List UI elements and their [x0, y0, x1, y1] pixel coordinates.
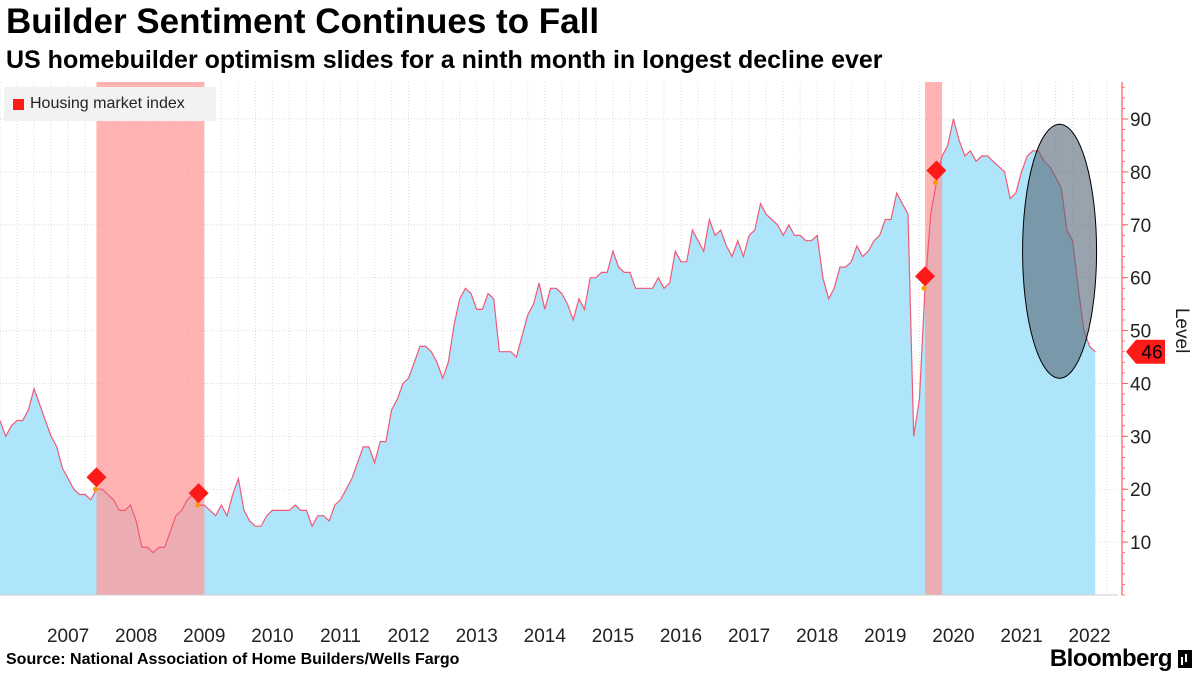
source-note: Source: National Association of Home Bui…	[6, 651, 460, 668]
recession-marker-icon	[915, 266, 936, 287]
series-line-housing-market-index	[0, 118, 1096, 554]
legend-swatch	[13, 98, 24, 110]
x-tick-label: 2022	[1068, 626, 1110, 647]
y-tick-label: 10	[1130, 533, 1151, 554]
y-tick-label: 70	[1130, 216, 1151, 237]
x-tick-label: 2021	[1000, 626, 1042, 647]
highlight-ellipse	[1022, 123, 1098, 379]
y-tick-label: 60	[1130, 269, 1151, 290]
x-tick-label: 2015	[592, 626, 634, 647]
recession-marker-icon	[926, 160, 947, 181]
chart-subtitle: US homebuilder optimism slides for a nin…	[6, 46, 883, 74]
legend-label: Housing market index	[30, 95, 185, 112]
recession-marker-point	[932, 179, 938, 185]
last-value-badge	[1126, 339, 1165, 364]
recession-marker-point	[195, 502, 201, 508]
y-tick-label: 30	[1130, 427, 1151, 448]
x-tick-label: 2019	[864, 626, 906, 647]
x-tick-label: 2014	[524, 626, 567, 647]
brand-name: Bloomberg	[1049, 645, 1173, 672]
x-tick-label: 2013	[456, 626, 498, 647]
x-tick-label: 2010	[251, 626, 293, 647]
last-value-label: 46	[1141, 343, 1162, 364]
x-tick-label: 2007	[47, 626, 89, 647]
x-tick-label: 2020	[932, 626, 974, 647]
recession-marker-icon	[188, 483, 209, 504]
x-tick-label: 2012	[387, 626, 429, 647]
x-tick-label: 2017	[728, 626, 770, 647]
x-tick-label: 2011	[320, 626, 361, 647]
bloomberg-terminal-icon	[1178, 650, 1192, 668]
x-tick-label: 2018	[796, 626, 838, 647]
x-tick-label: 2009	[183, 626, 225, 647]
series-area-housing-market-index	[0, 119, 1096, 595]
x-tick-label: 2016	[660, 626, 702, 647]
recession-band	[925, 82, 943, 595]
x-tick-label: 2008	[115, 626, 157, 647]
y-tick-label: 50	[1130, 322, 1151, 343]
y-tick-label: 80	[1130, 163, 1151, 184]
y-tick-label: 40	[1130, 374, 1151, 395]
y-tick-label: 20	[1130, 480, 1151, 501]
y-tick-label: 90	[1130, 110, 1151, 131]
recession-band	[96, 82, 205, 595]
legend: Housing market index	[4, 87, 216, 121]
recession-marker-point	[921, 285, 927, 291]
brand-logo: Bloomberg	[1050, 645, 1192, 673]
recession-marker-icon	[86, 467, 107, 488]
recession-marker-point	[92, 486, 98, 492]
chart-title: Builder Sentiment Continues to Fall	[6, 2, 600, 41]
y-axis-label: Level	[1171, 308, 1192, 353]
